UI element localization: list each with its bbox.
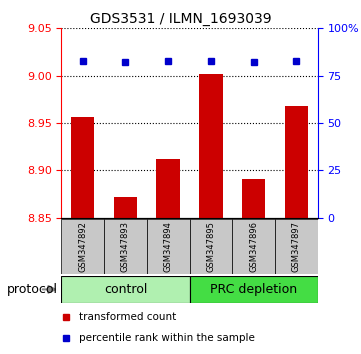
Text: PRC depletion: PRC depletion <box>210 283 297 296</box>
Text: control: control <box>104 283 147 296</box>
Text: GSM347892: GSM347892 <box>78 222 87 272</box>
Text: GSM347897: GSM347897 <box>292 221 301 273</box>
Text: GSM347895: GSM347895 <box>206 222 216 272</box>
Text: protocol: protocol <box>7 283 58 296</box>
Bar <box>71 117 95 218</box>
Bar <box>156 159 180 218</box>
Text: GSM347893: GSM347893 <box>121 221 130 273</box>
Bar <box>147 219 190 274</box>
Bar <box>242 179 265 218</box>
Bar <box>199 74 223 218</box>
Bar <box>275 219 318 274</box>
Text: GSM347896: GSM347896 <box>249 221 258 273</box>
Bar <box>190 276 318 303</box>
Text: transformed count: transformed count <box>79 312 177 322</box>
Text: percentile rank within the sample: percentile rank within the sample <box>79 332 255 343</box>
Bar <box>190 219 232 274</box>
Bar <box>104 219 147 274</box>
Bar <box>61 276 190 303</box>
Text: GDS3531 / ILMN_1693039: GDS3531 / ILMN_1693039 <box>90 12 271 27</box>
Bar <box>114 197 137 218</box>
Bar <box>232 219 275 274</box>
Text: GSM347894: GSM347894 <box>164 222 173 272</box>
Bar <box>61 219 104 274</box>
Bar <box>284 106 308 218</box>
